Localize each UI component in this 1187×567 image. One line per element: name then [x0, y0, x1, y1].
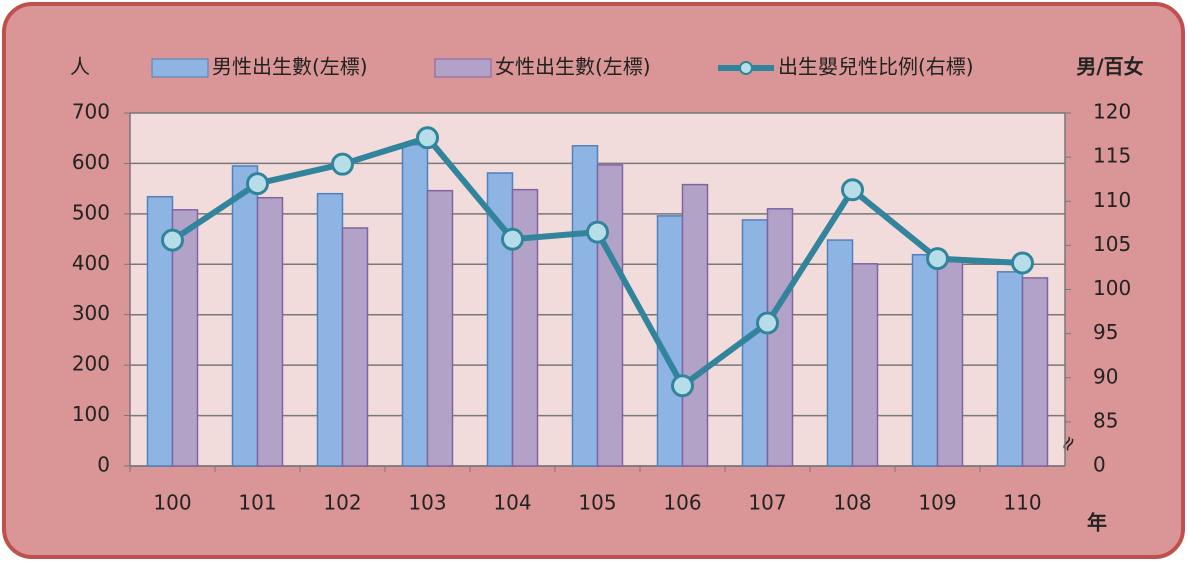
x-tick-label: 110 — [1003, 491, 1041, 515]
x-tick-label: 106 — [663, 491, 701, 515]
legend-swatch — [434, 58, 492, 78]
x-tick-label: 105 — [578, 491, 616, 515]
legend-swatch-marker — [739, 61, 753, 75]
bar — [596, 164, 624, 467]
y2-tick-label: 105 — [1093, 232, 1131, 256]
bar — [231, 165, 259, 467]
y2-tick-label: 90 — [1093, 364, 1118, 388]
line-marker — [501, 227, 524, 251]
bar — [656, 215, 684, 467]
line-marker — [246, 172, 269, 196]
line-marker — [926, 247, 949, 271]
line-marker — [331, 152, 354, 176]
bar — [256, 196, 284, 467]
x-tick-label: 101 — [238, 491, 276, 515]
y2-tick-label: 100 — [1093, 276, 1131, 300]
y-tick-label: 0 — [97, 453, 110, 477]
y-tick-label: 300 — [72, 301, 110, 325]
bar — [911, 253, 939, 467]
x-axis-label: 年 — [1087, 511, 1107, 535]
x-tick-label: 108 — [833, 491, 871, 515]
bar — [766, 208, 794, 467]
bar — [171, 209, 199, 467]
bar — [1021, 277, 1049, 467]
y-tick-label: 600 — [72, 150, 110, 174]
line-marker — [161, 228, 184, 252]
legend-swatch — [151, 58, 209, 78]
y-tick-label: 700 — [72, 100, 110, 124]
y-axis-label: 人 — [70, 55, 90, 79]
x-tick-label: 104 — [493, 491, 531, 515]
line-marker — [756, 311, 779, 335]
bar — [401, 144, 429, 467]
x-tick-label: 103 — [408, 491, 446, 515]
y-tick-label: 200 — [72, 352, 110, 376]
y2-axis-label: 男/百女 — [1076, 55, 1143, 79]
bar — [426, 189, 454, 467]
y2-tick-label: 115 — [1093, 144, 1131, 168]
y2-tick-label: 85 — [1093, 408, 1118, 432]
y-tick-label: 100 — [72, 402, 110, 426]
y2-tick-label: 120 — [1093, 100, 1131, 124]
x-tick-label: 107 — [748, 491, 786, 515]
line-marker — [586, 220, 609, 244]
bar — [316, 192, 344, 467]
bar — [851, 263, 879, 467]
legend-label: 女性出生數(左標) — [495, 55, 651, 79]
line-marker — [416, 126, 439, 150]
line-marker — [671, 374, 694, 398]
y2-tick-label: 95 — [1093, 320, 1118, 344]
legend-label: 出生嬰兒性比例(右標) — [778, 55, 974, 79]
bar — [681, 183, 709, 467]
line-marker — [1011, 251, 1034, 275]
bar — [996, 271, 1024, 467]
y2-break-label: 0 — [1093, 453, 1106, 477]
x-tick-label: 109 — [918, 491, 956, 515]
bar — [341, 227, 369, 467]
bar — [571, 145, 599, 467]
y-tick-label: 500 — [72, 200, 110, 224]
bar — [936, 261, 964, 467]
bar — [741, 219, 769, 467]
bar — [826, 239, 854, 467]
y2-tick-label: 110 — [1093, 188, 1131, 212]
line-marker — [841, 178, 864, 202]
legend-label: 男性出生數(左標) — [212, 55, 368, 79]
y-tick-label: 400 — [72, 251, 110, 275]
x-tick-label: 102 — [323, 491, 361, 515]
x-tick-label: 100 — [153, 491, 191, 515]
